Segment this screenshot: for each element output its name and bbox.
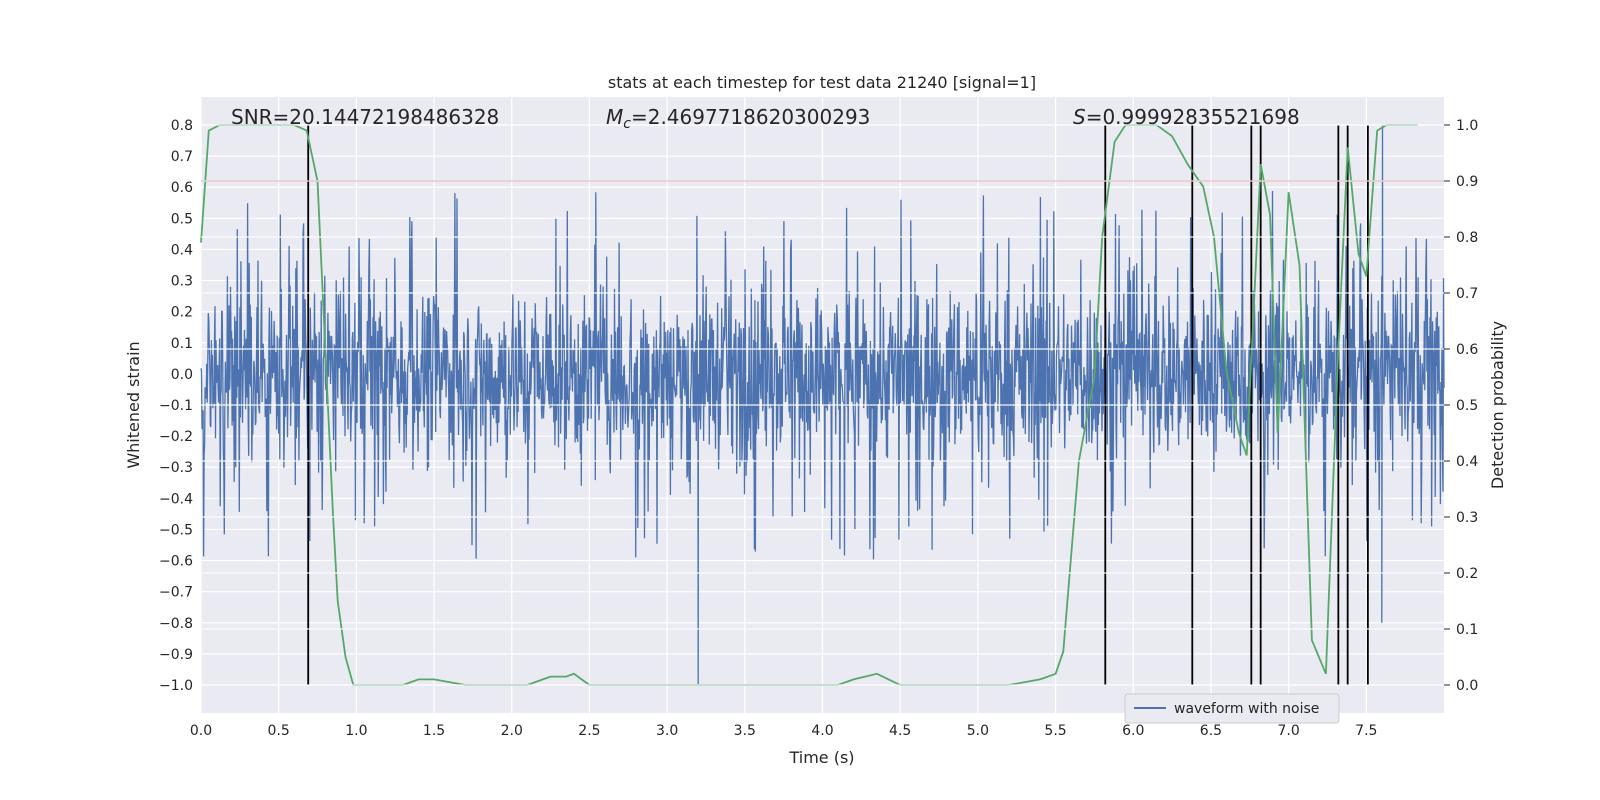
snr-annotation: SNR=20.14472198486328 <box>231 105 499 129</box>
y-right-tick-label: 0.8 <box>1456 230 1478 246</box>
y-left-tick-label: −0.2 <box>159 429 193 445</box>
x-tick-label: 2.5 <box>578 723 600 739</box>
x-tick-label: 0.5 <box>268 723 290 739</box>
y-right-tick-label: 0.5 <box>1456 398 1478 414</box>
x-tick-label: 2.0 <box>501 723 523 739</box>
y-right-tick-label: 0.0 <box>1456 678 1478 694</box>
x-tick-label: 7.5 <box>1355 723 1377 739</box>
mc-value: =2.4697718620300293 <box>631 105 870 129</box>
right-axis-gridlines <box>201 124 1450 686</box>
x-tick-label: 1.5 <box>423 723 445 739</box>
y-left-tick-label: 0.4 <box>171 242 193 258</box>
y-right-tick-label: 0.2 <box>1456 566 1478 582</box>
s-annotation: S=0.99992835521698 <box>1073 105 1300 129</box>
s-symbol: S <box>1073 105 1086 129</box>
mc-symbol: M <box>606 105 623 129</box>
y-left-tick-label: −0.6 <box>159 554 193 570</box>
detection-probability-series <box>200 124 1418 686</box>
x-tick-labels: 0.0 0.5 1.0 1.5 2.0 2.5 3.0 3.5 4.0 4.5 5.0 5.5 6.0 6… <box>190 723 1378 739</box>
y-right-axis-label: Detection probability <box>1488 321 1507 489</box>
y-left-tick-label: −0.7 <box>159 585 193 601</box>
y-right-tick-label: 0.7 <box>1456 286 1478 302</box>
y-right-tick-label: 0.3 <box>1456 510 1478 526</box>
x-tick-label: 6.5 <box>1200 723 1222 739</box>
y-left-tick-label: 0.5 <box>171 211 193 227</box>
y-left-tick-label: −0.8 <box>159 616 193 632</box>
x-tick-label: 7.0 <box>1277 723 1299 739</box>
y-left-tick-label: −0.9 <box>159 647 193 663</box>
y-left-axis-label: Whitened strain <box>124 341 143 468</box>
x-tick-label: 3.5 <box>734 723 756 739</box>
y-left-tick-label: 0.1 <box>171 336 193 352</box>
mc-annotation: Mc=2.4697718620300293 <box>606 105 870 132</box>
mc-subscript: c <box>623 116 631 132</box>
legend-label: waveform with noise <box>1174 701 1319 717</box>
legend: waveform with noise <box>1124 693 1340 724</box>
x-tick-label: 5.5 <box>1044 723 1066 739</box>
x-axis-label: Time (s) <box>788 748 854 767</box>
y-left-tick-label: −1.0 <box>159 678 193 694</box>
y-left-tick-label: 0.6 <box>171 180 193 196</box>
y-left-tick-label: −0.5 <box>159 522 193 538</box>
y-left-tick-label: −0.4 <box>159 491 193 507</box>
x-tick-label: 5.0 <box>967 723 989 739</box>
y-left-tick-label: −0.3 <box>159 460 193 476</box>
y-left-tick-label: −0.1 <box>159 398 193 414</box>
x-tick-label: 3.0 <box>656 723 678 739</box>
y-left-tick-label: 0.8 <box>171 118 193 134</box>
y-right-tick-label: 0.1 <box>1456 622 1478 638</box>
y-left-tick-label: 0.7 <box>171 149 193 165</box>
legend-box <box>1124 693 1340 724</box>
y-right-tick-label: 0.4 <box>1456 454 1478 470</box>
s-value: =0.99992835521698 <box>1086 105 1300 129</box>
y-right-tick-label: 1.0 <box>1456 118 1478 134</box>
y-left-tick-label: 0.3 <box>171 274 193 290</box>
x-tick-label: 4.0 <box>811 723 833 739</box>
x-tick-label: 0.0 <box>190 723 212 739</box>
waveform-line <box>200 124 1445 686</box>
y-left-tick-label: 0.2 <box>171 305 193 321</box>
y-left-tick-label: 0.0 <box>171 367 193 383</box>
x-tick-label: 6.0 <box>1122 723 1144 739</box>
x-tick-label: 1.0 <box>345 723 367 739</box>
y-right-tick-label: 0.9 <box>1456 174 1478 190</box>
detection-probability-line <box>200 124 1418 686</box>
x-tick-label: 4.5 <box>889 723 911 739</box>
chart-title: stats at each timestep for test data 212… <box>608 73 1036 92</box>
y-right-tick-labels: 1.0 0.9 0.8 0.7 0.6 0.5 0.4 0.3 0.2 0.1 0.0 <box>1456 118 1478 694</box>
y-right-tick-label: 0.6 <box>1456 342 1478 358</box>
y-left-tick-labels: 0.8 0.7 0.6 0.5 0.4 0.3 0.2 0.1 0.0 −0.1 −0.2 −0.3 −… <box>159 118 193 694</box>
waveform-series <box>200 124 1445 686</box>
